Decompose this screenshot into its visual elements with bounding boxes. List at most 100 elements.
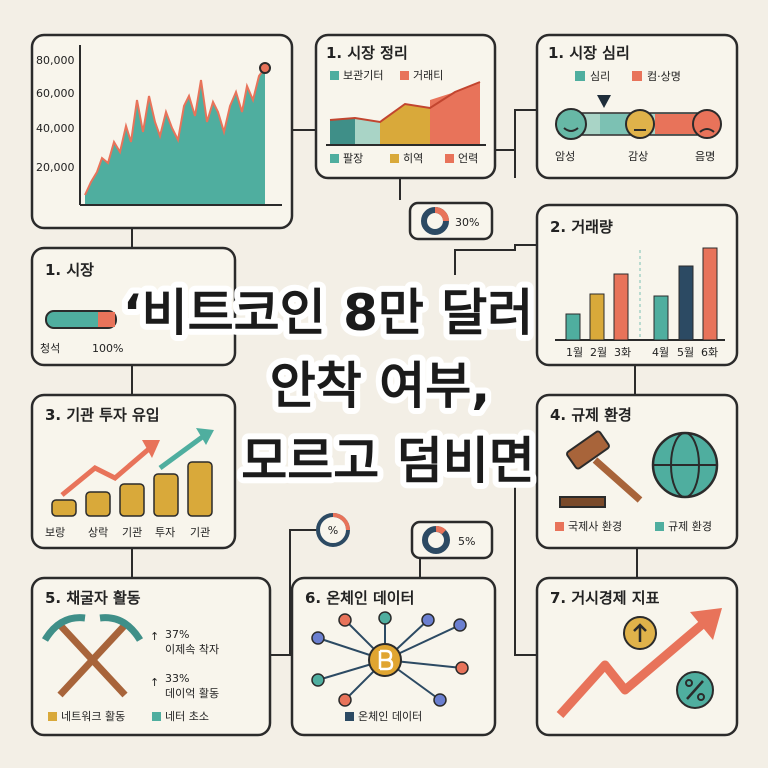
area-segment	[355, 118, 380, 145]
node	[455, 661, 469, 675]
legend-label: 언력	[458, 152, 478, 165]
bar	[678, 265, 694, 341]
percent-glyph	[685, 679, 693, 687]
node	[338, 693, 352, 707]
legend-label: 보관기터	[343, 69, 383, 82]
gauge-part	[600, 114, 630, 134]
face	[555, 108, 587, 140]
percent-glyph	[697, 693, 705, 701]
coins	[187, 461, 213, 517]
panel	[30, 246, 237, 367]
legend-swatch	[555, 522, 564, 531]
node	[421, 613, 435, 627]
legend-label: 팔장	[343, 152, 363, 165]
area-segment	[330, 118, 355, 145]
gauge-label: 음명	[695, 150, 715, 163]
panel-title: 6. 온체인 데이터	[305, 589, 414, 607]
panel-title: 2. 거래량	[550, 218, 613, 236]
bubble-text: 30%	[455, 216, 479, 229]
legend-label: 네트워크 활동	[61, 709, 125, 723]
stat-label: 이제속 착자	[165, 643, 219, 656]
legend-swatch	[390, 154, 399, 163]
panel-title: 4. 규제 환경	[550, 406, 632, 424]
headline-line: 모르고 덤비면	[241, 432, 534, 490]
label: 청석	[40, 342, 60, 355]
legend-label: 거래티	[413, 69, 443, 82]
bar	[589, 293, 605, 341]
gauge-label: 암성	[555, 150, 575, 163]
stat-value: 33%	[165, 672, 189, 685]
legend-swatch	[152, 712, 161, 721]
label: 상락	[88, 526, 108, 539]
connector	[270, 529, 320, 656]
legend-label: 심리	[590, 70, 610, 83]
panel	[30, 393, 237, 550]
bubble-text: %	[328, 524, 338, 537]
stat-label: 데이억 활동	[165, 686, 219, 700]
up-glyph	[633, 623, 647, 642]
x-label: 1월	[566, 346, 583, 359]
area-line	[329, 81, 481, 124]
panel	[535, 33, 739, 180]
x-label: 5월	[677, 346, 694, 359]
panel-title: 5. 채굴자 활동	[45, 589, 141, 607]
panel-title: 1. 시장 정리	[326, 44, 408, 62]
pickaxe-head	[99, 614, 144, 642]
gavel-handle	[592, 457, 643, 503]
y-label: 60,000	[36, 87, 75, 100]
legend-swatch	[575, 71, 585, 81]
face-mouth	[563, 127, 579, 132]
coins	[51, 499, 77, 517]
node	[378, 611, 392, 625]
x-label: 3화	[614, 346, 631, 359]
arrow-up: ↑	[150, 676, 159, 689]
label: 보랑	[45, 526, 65, 539]
legend-label: 네터 초소	[165, 710, 209, 723]
gauge-part	[655, 114, 705, 134]
panel	[30, 576, 272, 737]
percent-glyph	[686, 680, 704, 700]
bitcoin-glyph	[378, 649, 394, 671]
legend-swatch	[48, 712, 57, 721]
legend-swatch	[445, 154, 454, 163]
panel-title: 1. 시장	[45, 261, 94, 279]
connector	[514, 109, 537, 178]
node	[453, 618, 467, 632]
bubble-part	[332, 513, 350, 531]
face	[692, 109, 722, 139]
coins	[85, 491, 111, 517]
node	[311, 673, 325, 687]
pickaxe-head	[41, 614, 86, 642]
y-label: 40,000	[36, 122, 75, 135]
connector	[514, 480, 537, 656]
node	[338, 613, 352, 627]
arrow-head	[690, 608, 722, 640]
coins	[119, 483, 145, 517]
face-mouth	[699, 128, 715, 133]
headline-line: ‘비트코인 8만 달러	[123, 284, 534, 342]
gavel-head	[566, 430, 610, 470]
y-label: 80,000	[36, 54, 75, 67]
panel-title: 3. 기관 투자 유입	[45, 406, 160, 424]
label: 기관	[122, 526, 142, 539]
legend-label: 규제 환경	[668, 520, 712, 533]
bar	[702, 247, 718, 341]
label: 기관	[190, 526, 210, 539]
node	[311, 631, 325, 645]
connector	[454, 244, 537, 275]
legend-label: 국제사 환경	[568, 520, 622, 533]
gavel-base	[559, 496, 606, 508]
arrow-head	[142, 440, 160, 458]
bubble-text: 5%	[458, 535, 475, 548]
legend-swatch	[655, 522, 664, 531]
legend-swatch	[400, 71, 409, 80]
legend-label: 온체인 데이터	[358, 710, 422, 723]
progress-end	[98, 312, 115, 327]
node	[433, 693, 447, 707]
marker	[597, 95, 611, 108]
trend-arrow	[556, 618, 708, 719]
pickaxe-handle	[57, 622, 128, 698]
arrow-up: ↑	[150, 630, 159, 643]
price-dot	[259, 62, 271, 74]
